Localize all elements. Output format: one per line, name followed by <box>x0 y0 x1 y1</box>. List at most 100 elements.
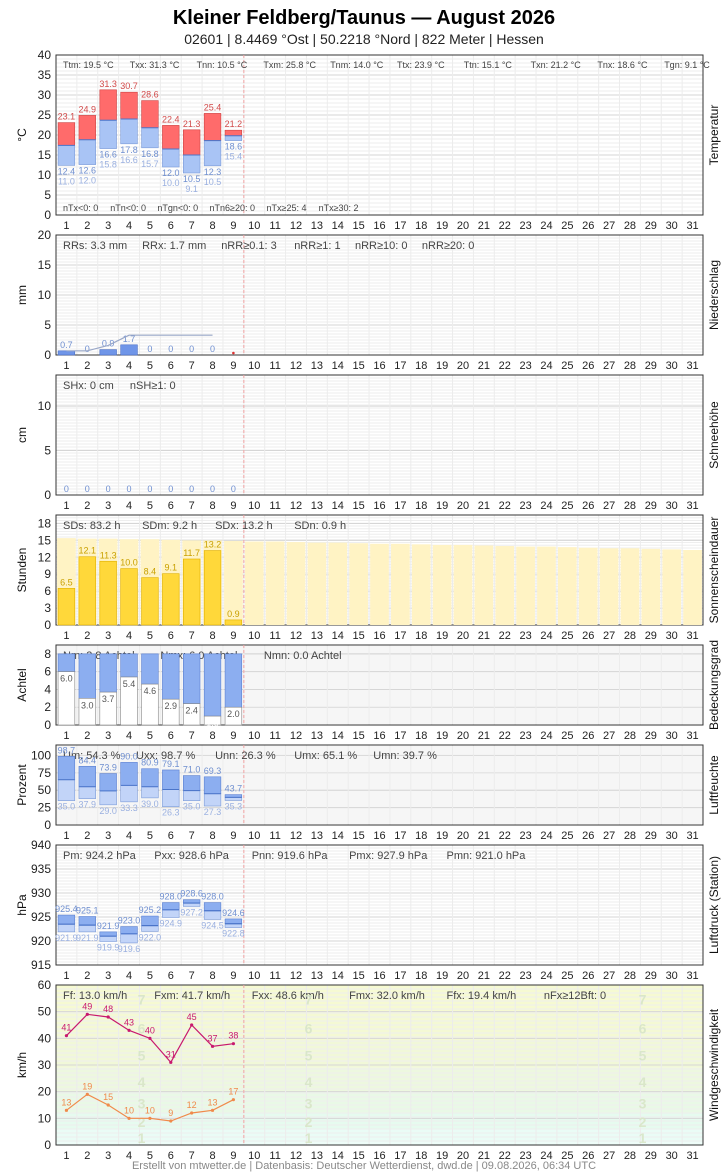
sun-possible-bar <box>244 541 264 625</box>
x-tick-label: 18 <box>415 630 427 642</box>
cloud-bar <box>183 653 201 704</box>
stat-text: Tnx: 18.6 °C <box>597 60 648 70</box>
x-tick-label: 24 <box>540 830 552 842</box>
x-tick-label: 4 <box>126 970 132 982</box>
precip-label: 0.9 <box>102 339 115 349</box>
x-tick-label: 8 <box>209 500 215 512</box>
pressure-min-label: 922.8 <box>222 929 245 939</box>
cloud-label: 6.0 <box>60 674 73 684</box>
tmax-bar <box>78 115 96 141</box>
y-tick-label: 50 <box>38 1005 52 1019</box>
pressure-upper-bar <box>141 915 159 926</box>
plot-frame <box>55 54 704 216</box>
tmax-bar <box>183 129 201 156</box>
wind-gust-point <box>64 1034 69 1038</box>
x-tick-label: 18 <box>415 830 427 842</box>
x-tick-label: 28 <box>624 1150 636 1162</box>
x-tick-label: 12 <box>290 630 302 642</box>
x-tick-label: 1 <box>63 630 69 642</box>
clear-bar <box>183 703 201 726</box>
y-tick-label: 15 <box>38 258 52 272</box>
humidity-upper-bar <box>57 756 76 781</box>
x-tick-label: 4 <box>126 360 132 372</box>
pressure-max-label: 925.4 <box>55 904 78 914</box>
pressure-min-label: 924.9 <box>160 918 183 928</box>
stat-text: Umx: 65.1 % <box>294 750 357 762</box>
x-tick-label: 2 <box>84 970 90 982</box>
snow-label: 0 <box>210 484 215 494</box>
x-tick-label: 18 <box>415 1150 427 1162</box>
humidity-min-label: 33.3 <box>120 803 138 813</box>
stat-text: Txx: 31.3 °C <box>130 60 180 70</box>
wind-mean-label: 17 <box>228 1087 238 1097</box>
bft-watermark: 3 <box>138 1095 146 1111</box>
x-tick-label: 13 <box>311 630 323 642</box>
x-tick-label: 27 <box>603 970 615 982</box>
x-tick-label: 17 <box>394 500 406 512</box>
x-tick-label: 29 <box>645 630 657 642</box>
x-tick-label: 19 <box>436 970 448 982</box>
y-tick-label: 30 <box>38 88 52 102</box>
sun-possible-bar <box>411 544 431 625</box>
wind-mean-label: 13 <box>208 1097 218 1107</box>
x-tick-label: 2 <box>84 730 90 742</box>
stat-text: Tnm: 14.0 °C <box>330 60 384 70</box>
humidity-lower-bar <box>120 785 138 803</box>
x-tick-label: 14 <box>332 730 344 742</box>
pressure-min-label: 924.5 <box>201 920 224 930</box>
x-tick-label: 19 <box>436 500 448 512</box>
sun-possible-bar <box>265 541 285 625</box>
x-tick-label: 31 <box>686 500 698 512</box>
x-tick-label: 24 <box>540 500 552 512</box>
humidity-lower-bar <box>203 793 222 807</box>
snow-label: 0 <box>127 484 132 494</box>
wind-mean-point <box>231 1098 236 1102</box>
x-tick-label: 3 <box>105 830 111 842</box>
y-tick-label: 0 <box>44 488 51 502</box>
x-tick-label: 17 <box>394 970 406 982</box>
bft-watermark: 7 <box>639 991 647 1007</box>
x-tick-label: 31 <box>686 730 698 742</box>
x-tick-label: 14 <box>332 1150 344 1162</box>
clear-bar <box>203 715 222 726</box>
bft-watermark: 5 <box>305 1047 313 1063</box>
x-tick-label: 5 <box>147 730 153 742</box>
x-tick-label: 26 <box>582 360 594 372</box>
sun-label: 11.3 <box>100 550 117 560</box>
humidity-max-label: 90.0 <box>120 751 138 761</box>
y-tick-label: 930 <box>31 886 51 900</box>
x-tick-label: 12 <box>290 360 302 372</box>
x-tick-label: 14 <box>332 630 344 642</box>
x-tick-label: 30 <box>666 730 678 742</box>
bft-watermark: 4 <box>138 1074 146 1090</box>
x-tick-label: 26 <box>582 500 594 512</box>
panel-title: Luftfeuchte <box>707 755 721 815</box>
sun-bar <box>203 550 222 626</box>
x-tick-label: 29 <box>645 730 657 742</box>
y-tick-label: 5 <box>44 444 51 458</box>
x-tick-label: 25 <box>561 830 573 842</box>
x-tick-label: 13 <box>311 220 323 232</box>
wind-gust-point <box>190 1023 194 1027</box>
x-tick-label: 5 <box>147 220 153 232</box>
x-tick-label: 29 <box>645 220 657 232</box>
x-tick-label: 2 <box>84 500 90 512</box>
x-tick-label: 24 <box>540 1150 552 1162</box>
humidity-lower-bar <box>78 786 96 799</box>
pressure-max-label: 928.0 <box>160 892 183 902</box>
x-tick-label: 2 <box>84 630 90 642</box>
y-tick-label: 0 <box>44 618 51 632</box>
pressure-min-label: 927.2 <box>180 907 203 917</box>
bft-watermark: 4 <box>639 1074 647 1090</box>
x-tick-label: 26 <box>582 730 594 742</box>
y-tick-label: 18 <box>38 516 52 530</box>
plot-frame <box>55 844 704 966</box>
wind-mean-point <box>169 1119 173 1123</box>
footer-credits: Erstellt von mtwetter.de | Datenbasis: D… <box>131 1160 597 1172</box>
precip-label: 0 <box>147 344 152 354</box>
stat-text: nTx<0: 0 <box>63 203 98 213</box>
y-tick-label: 920 <box>31 934 51 948</box>
x-tick-label: 3 <box>105 730 111 742</box>
pressure-min-label: 921.9 <box>76 933 99 943</box>
